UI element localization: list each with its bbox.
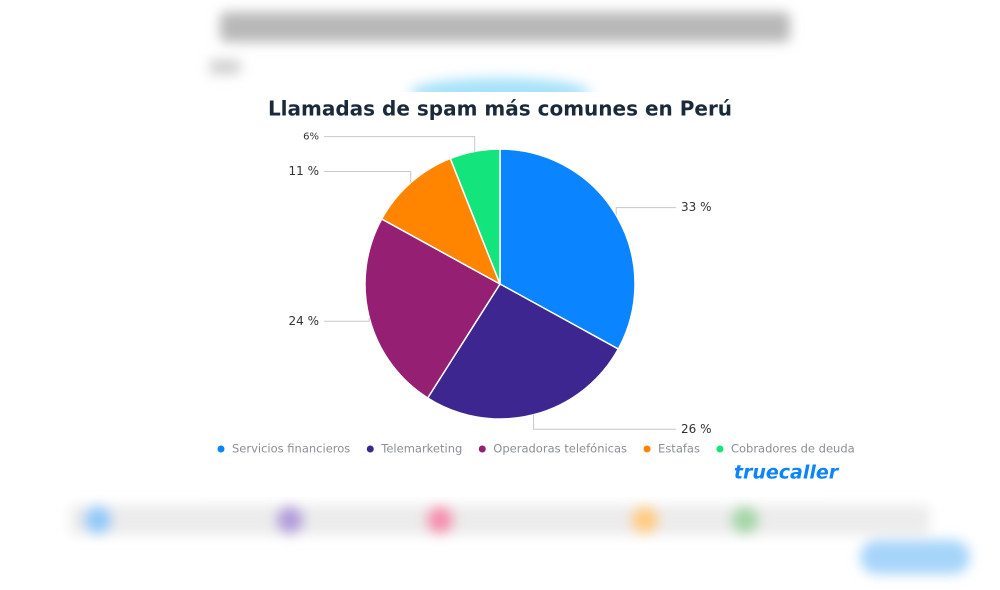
legend-label: Telemarketing [380, 442, 462, 456]
leader-line [324, 170, 412, 183]
pie-slice [499, 148, 636, 351]
pie-slice [364, 217, 502, 400]
legend-label: Cobradores de deuda [731, 442, 855, 456]
chart-title: Llamadas de spam más comunes en Perú [268, 97, 732, 121]
leader-line [615, 207, 676, 216]
legend-swatch [478, 445, 486, 453]
data-label: 33 % [681, 200, 712, 214]
legend-label: Operadoras telefónicas [493, 442, 627, 456]
legend-label: Servicios financieros [232, 442, 350, 456]
data-label: 6% [303, 132, 319, 143]
legend-swatch [716, 445, 724, 453]
legend-swatch [217, 445, 225, 453]
legend: Servicios financieros Telemarketing Operad… [217, 442, 855, 456]
leader-line [324, 136, 476, 152]
pie-slice [426, 283, 620, 420]
data-label: 24 % [289, 314, 320, 328]
leader-line [533, 414, 676, 430]
data-label: 26 % [681, 422, 712, 436]
data-label: 11 % [289, 164, 320, 178]
brand-logo: truecaller [734, 462, 840, 484]
legend-swatch [643, 445, 651, 453]
legend-swatch [366, 445, 374, 453]
pie: 33 % 26 % 24 % 11 % 6% [289, 132, 712, 436]
legend-label: Estafas [658, 442, 700, 456]
leader-line [324, 317, 370, 322]
